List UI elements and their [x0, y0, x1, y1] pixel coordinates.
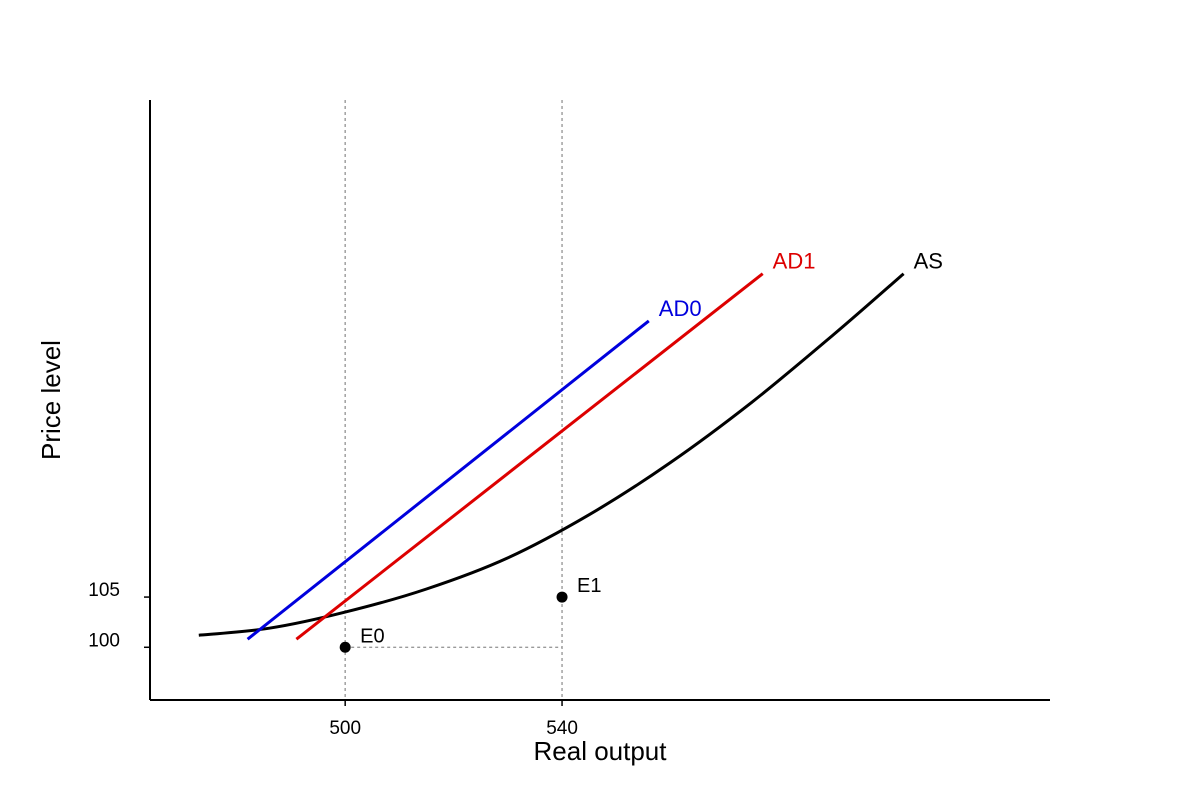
point-e0	[339, 641, 351, 653]
series-label-ad1: AD1	[773, 249, 816, 274]
y-axis-title: Price level	[36, 340, 66, 460]
point-label-e0: E0	[360, 625, 384, 647]
series-label-as: AS	[914, 249, 943, 274]
point-label-e1: E1	[577, 575, 601, 597]
equilibrium-points: E0 E1	[339, 575, 602, 653]
guide-lines	[344, 100, 563, 700]
series-line-ad0	[246, 319, 650, 641]
x-axis-title: Real output	[534, 736, 668, 766]
axis-ticks: 500 540 100 105	[88, 580, 578, 739]
y-tick-label-100: 100	[88, 630, 120, 651]
series-line-as	[198, 272, 905, 637]
series-line-ad1	[295, 272, 764, 641]
point-e1	[556, 591, 568, 603]
series-label-ad0: AD0	[659, 296, 702, 321]
y-tick-label-105: 105	[88, 580, 120, 601]
x-tick-label-500: 500	[329, 718, 361, 739]
series-lines: AS AD0 AD1	[198, 249, 943, 641]
x-tick-label-540: 540	[546, 718, 578, 739]
